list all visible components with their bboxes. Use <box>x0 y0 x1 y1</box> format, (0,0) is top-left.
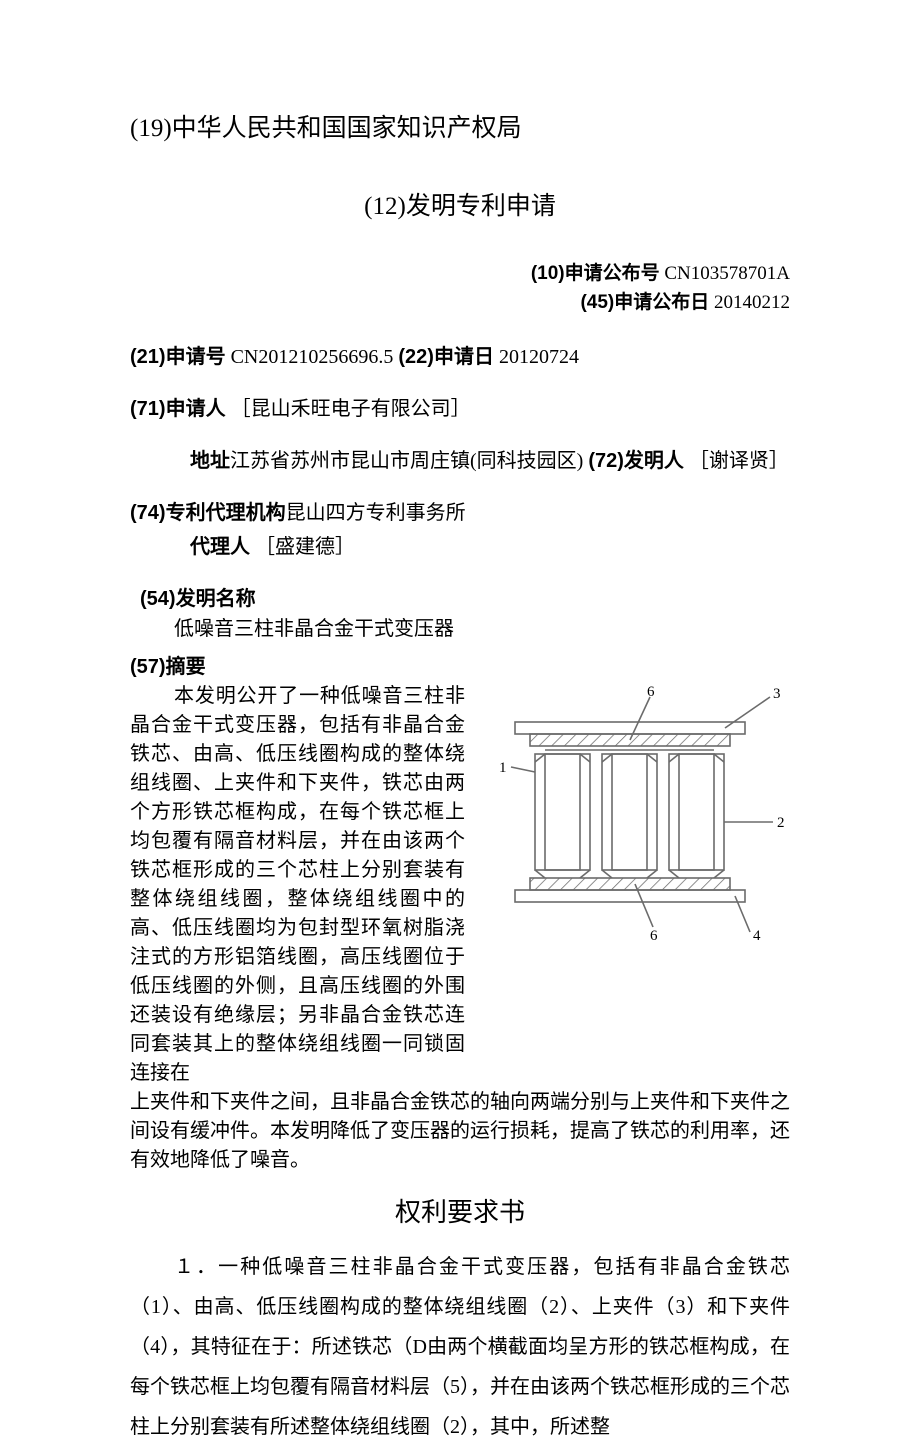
fig-label-6-top: 6 <box>647 684 655 700</box>
invention-title-label: (54)发明名称 <box>130 584 790 614</box>
fig-label-4: 4 <box>753 928 761 942</box>
applicant-label: (71)申请人 <box>130 398 226 420</box>
address-value: 江苏省苏州市昆山市周庄镇(同科技园区) <box>230 450 583 472</box>
application-line: (21)申请号 CN201210256696.5 (22)申请日 2012072… <box>130 342 790 372</box>
applicant-line: (71)申请人 ［昆山禾旺电子有限公司］ <box>130 394 790 424</box>
address-label: 地址 <box>190 450 230 472</box>
abstract-block: 本发明公开了一种低噪音三柱非晶合金干式变压器，包括有非晶合金铁芯、由高、低压线圈… <box>130 682 790 1088</box>
doc-type-header: (12)发明专利申请 <box>130 188 790 226</box>
agent-value: ［盛建德］ <box>255 536 355 558</box>
fig-label-3: 3 <box>773 686 781 702</box>
claims-heading: 权利要求书 <box>130 1193 790 1232</box>
inventor-label: (72)发明人 <box>588 450 684 472</box>
agent-label: 代理人 <box>190 536 250 558</box>
abstract-label: (57)摘要 <box>130 652 790 682</box>
app-no-value: CN201210256696.5 <box>231 346 394 368</box>
app-date-label: (22)申请日 <box>398 346 494 368</box>
authority-header: (19)中华人民共和国国家知识产权局 <box>130 110 790 148</box>
pub-no-value: CN103578701A <box>664 263 790 284</box>
claim-1-body: １．一种低噪音三柱非晶合金干式变压器，包括有非晶合金铁芯（1）、由高、低压线圈构… <box>130 1247 790 1447</box>
agent-line: 代理人 ［盛建德］ <box>130 532 790 562</box>
app-no-label: (21)申请号 <box>130 346 226 368</box>
agency-label: (74)专利代理机构 <box>130 502 286 524</box>
patent-figure: 6 3 1 2 6 4 <box>475 682 790 942</box>
abstract-text-below: 上夹件和下夹件之间，且非晶合金铁芯的轴向两端分别与上夹件和下夹件之间设有缓冲件。… <box>130 1088 790 1175</box>
publication-info: (10)申请公布号 CN103578701A (45)申请公布日 2014021… <box>130 260 790 317</box>
inventor-value: ［谢译贤］ <box>689 450 789 472</box>
fig-label-1: 1 <box>499 760 507 776</box>
address-inventor-line: 地址江苏省苏州市昆山市周庄镇(同科技园区) (72)发明人 ［谢译贤］ <box>130 446 790 476</box>
invention-name: 低噪音三柱非晶合金干式变压器 <box>130 614 790 644</box>
app-date-value: 20120724 <box>499 346 579 368</box>
pub-date-value: 20140212 <box>714 292 790 313</box>
agency-line: (74)专利代理机构昆山四方专利事务所 <box>130 498 790 528</box>
pub-date-label: (45)申请公布日 <box>580 292 709 313</box>
applicant-value: ［昆山禾旺电子有限公司］ <box>231 398 471 420</box>
fig-label-6-bot: 6 <box>650 928 658 942</box>
agency-value: 昆山四方专利事务所 <box>286 502 466 524</box>
pub-no-label: (10)申请公布号 <box>531 263 660 284</box>
abstract-text-left: 本发明公开了一种低噪音三柱非晶合金干式变压器，包括有非晶合金铁芯、由高、低压线圈… <box>130 682 465 1088</box>
fig-label-2: 2 <box>777 815 785 831</box>
